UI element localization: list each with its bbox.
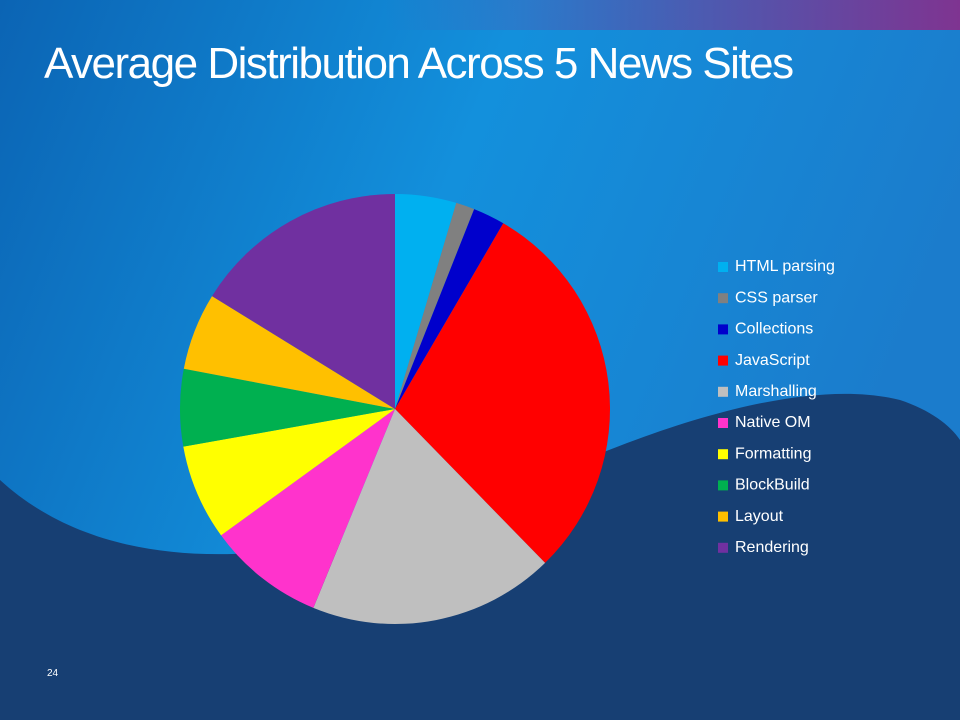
legend-label: Collections (735, 321, 813, 338)
top-glow (0, 0, 960, 30)
legend-label: Marshalling (735, 383, 817, 400)
legend-swatch (718, 542, 728, 553)
legend-label: HTML parsing (735, 258, 835, 275)
legend-label: Rendering (735, 539, 809, 556)
pie-slice (395, 223, 610, 563)
legend: HTML parsing CSS parser Collections JavaScr… (718, 258, 835, 556)
legend-swatch (718, 293, 728, 304)
pie-slice (395, 194, 457, 409)
pie-slice (183, 296, 395, 409)
legend-label: Native OM (735, 414, 811, 431)
legend-swatch (718, 480, 728, 491)
legend-swatch (718, 449, 728, 460)
legend-swatch (718, 511, 728, 522)
legend-label: JavaScript (735, 352, 810, 369)
pie-slice (395, 209, 504, 409)
chart-title: Average Distribution Across 5 News Sites (44, 39, 793, 88)
legend-swatch (718, 418, 728, 428)
legend-label: BlockBuild (735, 477, 810, 494)
legend-label: Formatting (735, 445, 811, 462)
pie-slice (313, 409, 546, 624)
legend-swatch (718, 355, 728, 366)
pie-slice (183, 409, 395, 536)
pie (179, 194, 610, 624)
pie-slice (212, 194, 395, 409)
slide-number: 24 (47, 668, 59, 679)
legend-swatch (718, 262, 728, 272)
pie-slice (395, 202, 475, 409)
pie-slice (221, 409, 395, 608)
legend-swatch (718, 386, 728, 397)
pie-slice (179, 368, 395, 447)
legend-swatch (718, 324, 728, 335)
legend-label: Layout (735, 508, 784, 525)
legend-label: CSS parser (735, 289, 818, 306)
